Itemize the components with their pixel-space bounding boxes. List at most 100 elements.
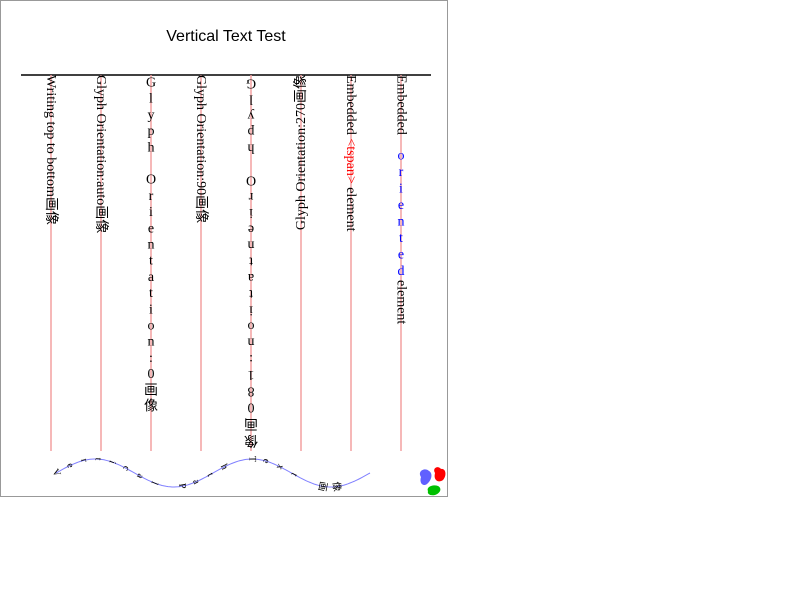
path-glyph: e bbox=[260, 457, 272, 465]
path-glyph: a bbox=[190, 478, 202, 487]
vertical-label: Glyph Orientation:90画像 bbox=[194, 75, 210, 223]
path-glyph: T bbox=[246, 456, 257, 462]
path-glyph: h bbox=[218, 462, 230, 471]
path-glyph: t bbox=[205, 471, 216, 479]
page-title: Vertical Text Test bbox=[166, 28, 286, 45]
red-blob-icon bbox=[434, 467, 446, 482]
wavy-text-path bbox=[55, 458, 371, 488]
glyph: r bbox=[149, 189, 154, 204]
glyph: O bbox=[146, 173, 156, 188]
glyph: 像 bbox=[244, 432, 258, 448]
cjk-text: 画像 bbox=[194, 195, 210, 223]
path-glyph: V bbox=[49, 467, 63, 479]
glyph: y bbox=[148, 108, 155, 123]
glyph: t bbox=[249, 254, 253, 269]
vertical-text-canvas: Vertical Text Test Writing top to bottom… bbox=[21, 28, 446, 496]
oriented-glyph: r bbox=[399, 165, 404, 180]
column-guides bbox=[50, 75, 402, 451]
glyph: h bbox=[248, 140, 255, 155]
glyph: p bbox=[248, 124, 255, 139]
path-glyph: P bbox=[176, 482, 188, 490]
glyph: e bbox=[248, 221, 254, 236]
svg-test-frame: Vertical Text Test Writing top to bottom… bbox=[0, 0, 448, 497]
glyph: y bbox=[248, 108, 255, 123]
cjk-text: 画像 bbox=[44, 197, 60, 225]
glyph: 8 bbox=[248, 383, 255, 398]
label-text: Glyph Orientation:90 bbox=[194, 75, 209, 195]
text-column-4: Glyph Orientation:90画像 bbox=[194, 75, 210, 223]
glyph: G bbox=[146, 76, 156, 91]
glyph: i bbox=[149, 302, 153, 317]
glyph: 1 bbox=[248, 367, 255, 382]
embedded-tspan-label: Embedded <tspan> element bbox=[344, 75, 359, 232]
path-glyph: l bbox=[148, 479, 159, 486]
text-column-7: Embedded <tspan> element bbox=[344, 75, 359, 232]
tspan-highlight: <tspan> bbox=[344, 138, 359, 183]
glyph: t bbox=[149, 286, 153, 301]
oriented-glyph: t bbox=[399, 231, 403, 246]
oriented-glyph: e bbox=[398, 198, 404, 213]
blue-blob-icon bbox=[419, 469, 432, 486]
label-text: Glyph Orientation:auto bbox=[94, 75, 109, 205]
glyph: 0 bbox=[148, 367, 155, 382]
text-column-2: Glyph Orientation:auto画像 bbox=[94, 75, 110, 233]
path-glyph: 像 bbox=[330, 481, 343, 492]
glyph: 画 bbox=[244, 416, 258, 431]
glyph: G bbox=[246, 76, 256, 91]
glyph: : bbox=[149, 351, 153, 366]
glyph: t bbox=[149, 254, 153, 269]
path-glyph: c bbox=[120, 464, 132, 474]
glyph: 画 bbox=[144, 383, 158, 398]
oriented-glyph: n bbox=[398, 215, 405, 230]
path-glyph: t bbox=[92, 457, 103, 461]
icon-cluster bbox=[419, 467, 446, 496]
cjk-text: 画像 bbox=[293, 75, 309, 103]
glyph: l bbox=[249, 92, 253, 107]
oriented-glyph: e bbox=[398, 248, 404, 263]
glyph: : bbox=[249, 351, 253, 366]
path-glyph: i bbox=[106, 459, 117, 465]
glyph: i bbox=[249, 205, 253, 220]
glyph: i bbox=[249, 302, 253, 317]
glyph: n bbox=[248, 238, 255, 253]
label-text: Writing top to bottom bbox=[44, 75, 59, 197]
glyph: r bbox=[248, 189, 253, 204]
path-text-group: Ver t ical PathT ext画像 bbox=[49, 456, 371, 492]
text-column-6: Glyph Orientation:270画像 bbox=[293, 75, 309, 230]
glyph: n bbox=[148, 335, 155, 350]
glyph: a bbox=[247, 270, 254, 285]
embedded-after: element bbox=[394, 280, 409, 324]
glyph: n bbox=[148, 238, 155, 253]
glyph: p bbox=[148, 124, 155, 139]
glyph: o bbox=[248, 319, 255, 334]
glyph: 像 bbox=[144, 399, 158, 415]
glyph: i bbox=[149, 205, 153, 220]
label-text-after: element bbox=[344, 184, 359, 232]
label-text: Glyph Orientation:270 bbox=[294, 103, 309, 230]
path-glyph: 画 bbox=[316, 480, 329, 492]
oriented-glyph: i bbox=[399, 182, 403, 197]
glyph: a bbox=[148, 270, 155, 285]
glyph: o bbox=[148, 319, 155, 334]
oriented-glyph: o bbox=[398, 149, 405, 164]
glyph: h bbox=[148, 140, 155, 155]
cjk-text: 画像 bbox=[94, 205, 110, 233]
path-glyph: r bbox=[78, 457, 90, 463]
vertical-label: Writing top to bottom画像 bbox=[44, 75, 60, 225]
glyph: t bbox=[249, 286, 253, 301]
green-blob-icon bbox=[427, 485, 441, 496]
glyph: 0 bbox=[248, 400, 255, 415]
path-glyph: t bbox=[288, 471, 299, 479]
glyph: n bbox=[248, 335, 255, 350]
oriented-glyph: d bbox=[398, 264, 405, 279]
glyph: O bbox=[246, 173, 256, 188]
glyph: e bbox=[148, 221, 154, 236]
label-text-before: Embedded bbox=[344, 75, 359, 138]
vertical-label: Glyph Orientation:auto画像 bbox=[94, 75, 110, 233]
text-column-1: Writing top to bottom画像 bbox=[44, 75, 60, 225]
